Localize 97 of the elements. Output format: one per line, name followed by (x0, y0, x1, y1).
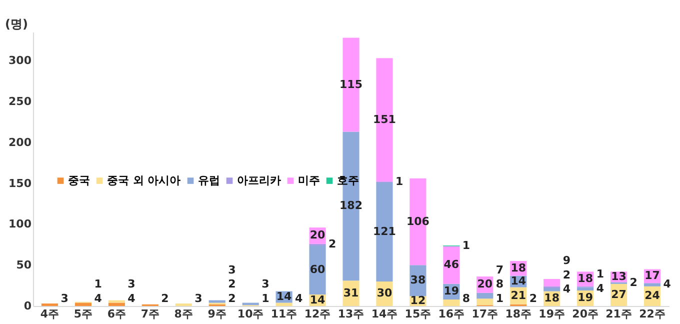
data-label: 18 (510, 261, 526, 274)
y-tick-label: 50 (16, 258, 32, 272)
y-tick-label: 100 (8, 218, 32, 231)
data-label: 1 (395, 175, 404, 188)
bar (74, 302, 92, 306)
x-tick-label: 7주 (140, 308, 160, 320)
data-label: 2 (630, 276, 638, 290)
x-tick-label: 17주 (472, 308, 498, 320)
data-label: 46 (444, 258, 460, 272)
data-label: 14 (276, 290, 292, 304)
data-label: 3 (60, 292, 68, 305)
data-label: 2 (228, 292, 236, 305)
data-label: 7 (496, 263, 504, 276)
data-label: 18 (544, 292, 560, 305)
y-tick-label: 200 (8, 136, 32, 149)
data-label: 13 (611, 270, 626, 283)
data-label: 1 (596, 268, 604, 281)
data-label: 38 (410, 274, 426, 287)
legend-label: 유럽 (198, 174, 220, 187)
x-tick-label: 6주 (107, 308, 126, 320)
legend-label: 아프리카 (237, 174, 281, 187)
data-label: 2 (328, 238, 336, 251)
data-label: 19 (444, 284, 460, 298)
bar (577, 287, 594, 290)
data-label: 9 (562, 254, 570, 268)
data-label: 30 (376, 286, 392, 300)
bar (544, 288, 560, 292)
x-tick-label: 10주 (237, 308, 264, 320)
y-tick-label: 250 (8, 95, 32, 108)
data-label: 17 (644, 269, 660, 282)
x-tick-label: 12주 (304, 308, 331, 320)
x-tick-label: 9주 (208, 308, 226, 320)
data-label: 20 (477, 278, 493, 291)
bar (242, 302, 259, 306)
y-tick-label: 150 (8, 176, 32, 190)
x-tick-label: 15주 (404, 308, 432, 320)
data-label: 27 (611, 288, 626, 301)
bar (108, 302, 125, 306)
data-label: 106 (406, 214, 430, 228)
data-label: 24 (644, 289, 660, 302)
data-label: 4 (596, 282, 604, 295)
bar (476, 298, 494, 306)
x-tick-label: 21주 (606, 308, 632, 320)
legend-label: 중국 외 아시아 (107, 174, 181, 187)
data-label: 151 (372, 112, 396, 126)
bar (276, 302, 292, 306)
y-tick-label: 300 (8, 54, 32, 68)
x-tick-label: 20주 (572, 308, 598, 320)
x-tick-label: 22주 (639, 308, 666, 320)
x-tick-label: 5주 (74, 308, 93, 320)
y-tick-label: 0 (24, 300, 32, 312)
data-label: 2 (562, 268, 570, 282)
data-label: 1 (262, 292, 270, 305)
data-label: 4 (94, 292, 102, 305)
bar (544, 279, 560, 286)
data-label: 3 (228, 263, 236, 276)
data-label: 19 (578, 291, 593, 304)
data-label: 3 (194, 292, 202, 305)
data-label: 21 (510, 288, 526, 302)
data-label: 8 (462, 292, 470, 305)
x-tick-label: 8주 (174, 308, 193, 320)
data-label: 31 (343, 286, 359, 300)
bar (644, 283, 661, 286)
data-label: 20 (310, 228, 326, 242)
legend-label: 중국 (68, 174, 90, 187)
data-label: 1 (94, 278, 102, 291)
x-tick-label: 4주 (40, 308, 60, 320)
bar (309, 245, 326, 295)
data-label: 4 (562, 282, 571, 296)
data-label: 4 (663, 278, 672, 291)
data-label: 14 (310, 293, 326, 306)
x-tick-label: 11주 (270, 308, 298, 320)
data-label: 2 (161, 292, 169, 305)
data-label: 115 (340, 78, 362, 91)
legend-label: 미주 (298, 174, 320, 187)
legend-label: 호주 (337, 174, 359, 187)
bar (476, 292, 494, 299)
data-label: 3 (128, 278, 136, 291)
x-tick-label: 14주 (371, 308, 398, 320)
data-label: 1 (462, 238, 470, 252)
data-label: 12 (410, 294, 426, 308)
data-label: 14 (510, 274, 526, 288)
data-label: 4 (295, 292, 304, 305)
data-label: 8 (496, 278, 504, 291)
data-label: 1 (496, 292, 504, 305)
data-label: 2 (228, 278, 236, 291)
data-label: 2 (529, 292, 538, 305)
x-tick-label: 18주 (505, 308, 532, 320)
x-tick-label: 16주 (438, 308, 465, 320)
data-label: 18 (578, 272, 593, 286)
data-label: 3 (262, 278, 270, 291)
data-label: 60 (310, 263, 326, 276)
bar (443, 299, 460, 306)
y-axis-title: (명) (5, 17, 28, 31)
x-tick-label: 19주 (538, 308, 565, 320)
x-tick-label: 13주 (338, 308, 364, 320)
data-label: 4 (128, 292, 136, 305)
